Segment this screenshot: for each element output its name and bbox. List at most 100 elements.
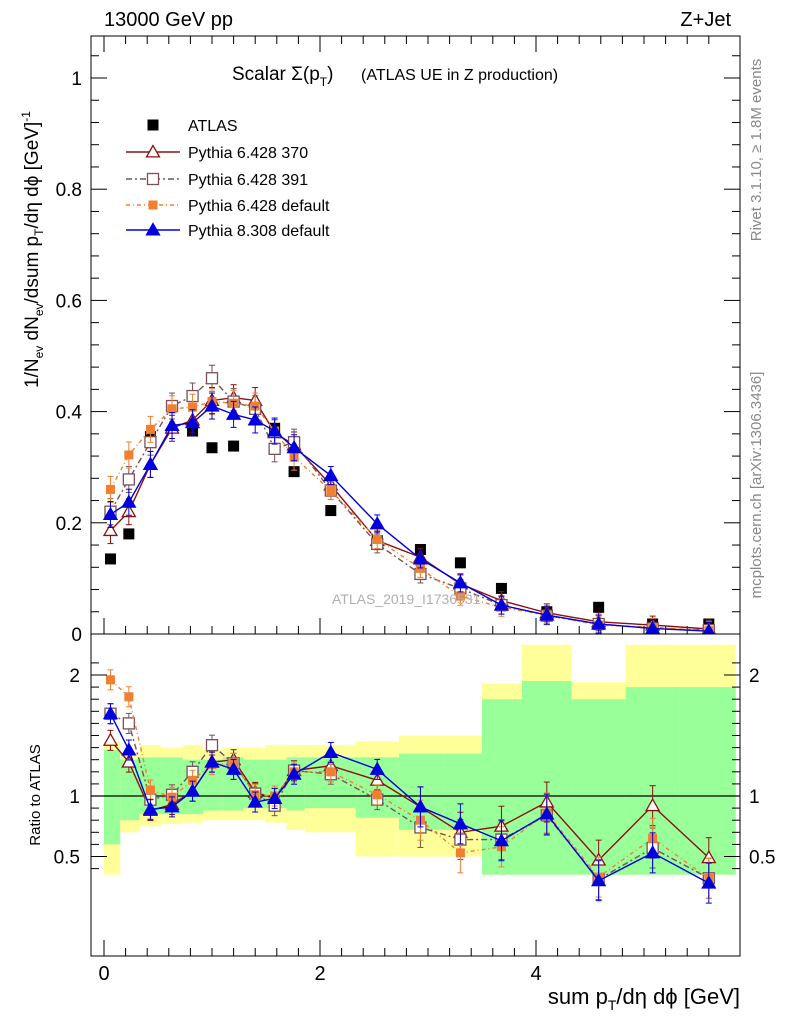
point-p391 xyxy=(268,442,281,456)
point-p8def xyxy=(412,551,429,565)
band-inner xyxy=(443,753,482,830)
upper-series xyxy=(102,364,717,634)
point-p6def xyxy=(455,591,465,601)
ratio-point-p8def xyxy=(493,832,510,847)
legend-label: Pythia 8.308 default xyxy=(188,223,330,240)
point-p8def xyxy=(247,412,263,426)
point-atlas xyxy=(104,553,116,565)
legend-item-p370: Pythia 6.428 370 xyxy=(126,144,308,162)
point-p8def xyxy=(539,607,555,621)
main-panel: 0 0.2 0.4 0.6 0.8 1 ATLAS_2019_I1736531 Scala… xyxy=(19,35,741,646)
chart-title-main: Scalar Σ(p xyxy=(232,64,320,85)
ratio-point-p6def xyxy=(105,675,115,685)
point-p6def xyxy=(145,424,155,434)
ratio-point-p8def xyxy=(225,761,242,775)
point-p8def xyxy=(121,494,137,508)
upper-ylabel: 1/Nev dNev/dsum pT/dη dϕ [GeV]-1 xyxy=(19,111,46,388)
ratio-y-tick-label-right: 0.5 xyxy=(749,848,775,869)
point-p8def xyxy=(493,597,510,611)
ratio-point-p8def xyxy=(204,754,220,768)
rivet-label: Rivet 3.1.10, ≥ 1.8M events xyxy=(748,59,765,242)
y-tick-label: 1 xyxy=(71,69,82,90)
point-atlas xyxy=(123,528,135,540)
point-p8def xyxy=(452,575,469,589)
ratio-point-p8def xyxy=(323,744,339,758)
legend-marker xyxy=(146,172,160,186)
legend-item-atlas: ATLAS xyxy=(147,118,238,135)
ratio-y-tick-label: 2 xyxy=(69,666,80,687)
legend-label: Pythia 6.428 default xyxy=(188,198,330,215)
point-p6def xyxy=(372,534,382,544)
y-tick-label: 0.4 xyxy=(56,403,83,424)
ratio-panel: 0.5 0.5 1 1 2 2 0 2 4 Ratio to ATLAS sum pT/dη d… xyxy=(27,633,775,1013)
point-p8def xyxy=(142,456,159,470)
ratio-ylabel: Ratio to ATLAS xyxy=(27,744,44,845)
x-tick-label: 2 xyxy=(314,963,325,985)
point-p8def xyxy=(323,467,339,482)
ratio-series xyxy=(102,669,717,904)
watermark: ATLAS_2019_I1736531 xyxy=(332,591,481,607)
point-p6def xyxy=(250,401,260,411)
ratio-point-p8def xyxy=(591,872,607,887)
legend-item-p8def: Pythia 8.308 default xyxy=(126,222,330,240)
legend: ATLAS Pythia 6.428 370 Pythia 6.428 391 Pyt… xyxy=(126,118,330,240)
energy-label: 13000 GeV pp xyxy=(104,9,233,31)
ratio-point-p8def xyxy=(701,875,717,889)
ratio-y-tick-label: 1 xyxy=(69,787,80,808)
chart-title: Scalar Σ(pT) xyxy=(232,64,333,89)
ratio-point-p8def xyxy=(142,801,159,815)
band-inner xyxy=(679,687,736,875)
band-inner xyxy=(203,759,223,811)
lower-axes: 0.5 0.5 1 1 2 2 0 2 4 xyxy=(54,662,775,985)
legend-marker xyxy=(145,222,161,236)
ratio-point-p8def xyxy=(184,783,201,797)
point-p8def xyxy=(591,616,607,630)
point-atlas xyxy=(593,601,605,613)
y-tick-label: 0 xyxy=(71,625,82,646)
band-inner xyxy=(120,759,140,821)
ratio-point-p8def xyxy=(267,790,283,804)
ratio-y-tick-label-right: 1 xyxy=(749,787,760,808)
ratio-point-p8def xyxy=(121,742,137,756)
point-atlas xyxy=(454,557,466,569)
series-p8def xyxy=(102,392,715,634)
point-atlas xyxy=(495,582,507,594)
legend-label: ATLAS xyxy=(188,118,238,135)
band-inner xyxy=(104,750,121,845)
x-axis-label: sum pT/dη dϕ [GeV] xyxy=(548,984,740,1013)
point-p8def xyxy=(369,516,385,530)
band-inner xyxy=(521,681,572,875)
point-p391 xyxy=(205,372,219,385)
ratio-point-p391 xyxy=(205,739,219,752)
legend-label: Pythia 6.428 370 xyxy=(188,145,308,162)
ratio-point-p6def xyxy=(455,848,465,858)
ratio-point-p8def xyxy=(539,806,555,820)
legend-marker xyxy=(148,200,158,210)
point-p8def xyxy=(267,423,283,437)
ratio-point-p8def xyxy=(102,705,119,720)
x-tick-label: 0 xyxy=(98,963,109,985)
ratio-y-tick-label-right: 2 xyxy=(749,666,760,687)
y-tick-label: 0.8 xyxy=(56,180,82,201)
chart-title-close: ) xyxy=(327,64,333,85)
point-p6def xyxy=(188,402,198,412)
point-atlas xyxy=(325,505,337,517)
ratio-point-p6def xyxy=(145,785,155,795)
ratio-point-p8def xyxy=(286,766,302,780)
ratio-point-p6def xyxy=(326,767,336,777)
chart-title-sub: T xyxy=(320,75,328,89)
point-p391 xyxy=(122,473,135,486)
y-tick-label: 0.2 xyxy=(56,514,82,535)
ratio-bands xyxy=(91,644,740,875)
chart-title-suffix: (ATLAS UE in Z production) xyxy=(361,67,558,84)
ratio-point-p6def xyxy=(188,775,198,785)
point-p6def xyxy=(124,450,134,460)
ratio-point-p391 xyxy=(122,717,135,730)
ratio-point-p6def xyxy=(372,790,382,800)
point-p8def xyxy=(164,417,180,432)
ratio-point-p370 xyxy=(102,732,119,746)
point-atlas xyxy=(206,442,218,454)
ratio-point-p8def xyxy=(369,761,385,775)
point-p8def xyxy=(184,414,201,429)
